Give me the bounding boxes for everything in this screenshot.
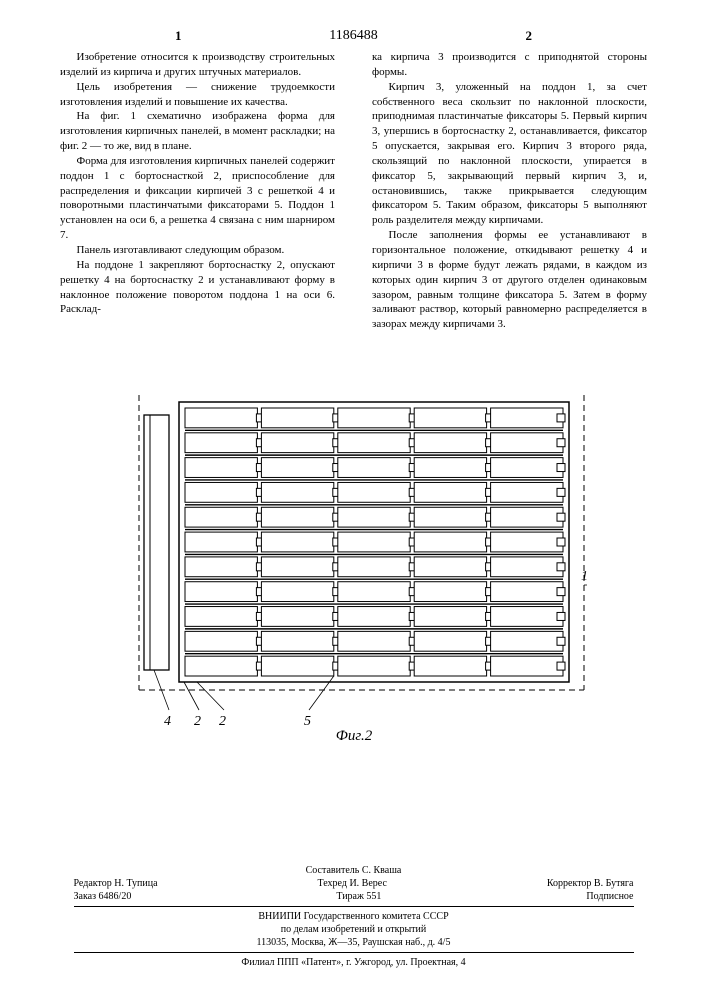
svg-text:2: 2 [219, 714, 226, 729]
page-number-left: 1 [175, 28, 182, 44]
paragraph: Панель изготавливают следующим образом. [60, 243, 335, 258]
footer-divider [74, 952, 634, 953]
svg-text:2: 2 [194, 714, 201, 729]
paragraph: Цель изобретения — снижение трудоемкости… [60, 80, 335, 110]
footer-tech: Техред И. Верес [318, 878, 387, 889]
paragraph: Форма для изготовления кирпичных панелей… [60, 154, 335, 243]
paragraph: Кирпич 3, уложенный на поддон 1, за счет… [372, 80, 647, 228]
page: 1 1186488 2 Изобретение относится к прои… [0, 0, 707, 1000]
svg-text:1: 1 [581, 569, 588, 584]
svg-text:Фиг.2: Фиг.2 [335, 728, 372, 744]
footer-print-run: Тираж 551 [336, 891, 381, 902]
footer-compiler: Составитель С. Кваша [74, 865, 634, 876]
footer-editor: Редактор Н. Тупица [74, 878, 158, 889]
footer-signed: Подписное [586, 891, 633, 902]
page-number-right: 2 [526, 28, 533, 44]
right-column: ка кирпича 3 производится с приподнятой … [372, 50, 647, 332]
footer-org2: по делам изобретений и открытий [74, 924, 634, 935]
svg-text:5: 5 [304, 714, 311, 729]
figure-2: 4 2 2 5 1 Фиг.2 [114, 390, 594, 745]
footer: Составитель С. Кваша Редактор Н. Тупица … [74, 865, 634, 970]
paragraph: После заполнения формы ее устанавливают … [372, 228, 647, 332]
footer-org1: ВНИИПИ Государственного комитета СССР [74, 911, 634, 922]
svg-text:4: 4 [164, 714, 171, 729]
paragraph: На поддоне 1 закрепляют бортоснастку 2, … [60, 258, 335, 317]
left-column: Изобретение относится к производству стр… [60, 50, 335, 317]
paragraph: На фиг. 1 схематично изображена форма дл… [60, 109, 335, 154]
footer-divider [74, 906, 634, 907]
footer-corrector: Корректор В. Бутяга [547, 878, 634, 889]
paragraph: Изобретение относится к производству стр… [60, 50, 335, 80]
footer-addr1: 113035, Москва, Ж—35, Раушская наб., д. … [74, 937, 634, 948]
document-number: 1186488 [329, 28, 377, 44]
footer-addr2: Филиал ППП «Патент», г. Ужгород, ул. Про… [74, 957, 634, 968]
footer-order: Заказ 6486/20 [74, 891, 132, 902]
paragraph: ка кирпича 3 производится с приподнятой … [372, 50, 647, 80]
figure-svg: 4 2 2 5 1 Фиг.2 [114, 390, 594, 745]
